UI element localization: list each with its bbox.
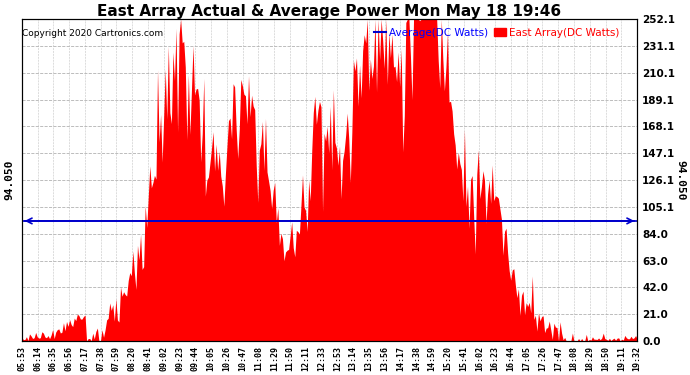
Y-axis label: 94.050: 94.050 [676, 160, 686, 200]
Y-axis label: 94.050: 94.050 [4, 160, 14, 200]
Title: East Array Actual & Average Power Mon May 18 19:46: East Array Actual & Average Power Mon Ma… [97, 4, 562, 19]
Text: Copyright 2020 Cartronics.com: Copyright 2020 Cartronics.com [22, 29, 164, 38]
Legend: Average(DC Watts), East Array(DC Watts): Average(DC Watts), East Array(DC Watts) [374, 28, 620, 38]
